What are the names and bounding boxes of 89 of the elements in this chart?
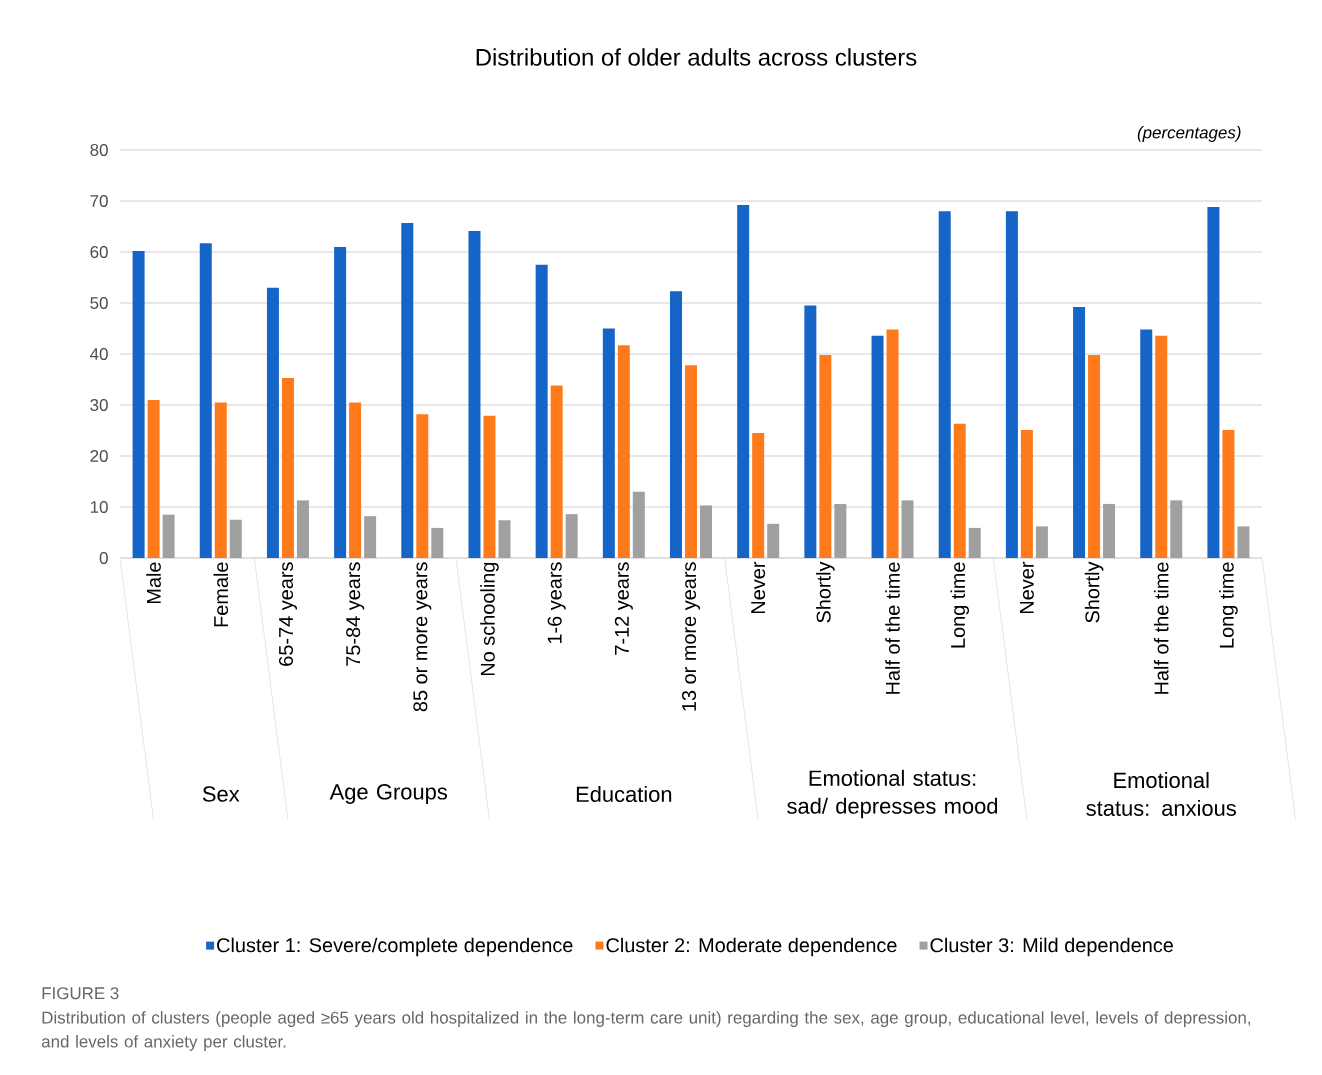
bar: [214, 402, 227, 558]
bar: [1237, 526, 1250, 558]
bar: [1207, 207, 1220, 558]
x-tick-label: Male: [146, 562, 161, 604]
text: Distribution of clusters (people aged ≥65 years old hospitalized in the long-term care unit) regarding the sex, age group, educational level, levels of depression, and levels of anxiety per cluster.: [41, 1011, 1251, 1051]
bar: [266, 287, 279, 558]
bar: [737, 205, 750, 558]
bar: [819, 355, 832, 558]
text: Sex: [202, 786, 240, 802]
bar: [1170, 500, 1183, 558]
text: (percentages): [1137, 126, 1241, 142]
bar: [1035, 526, 1048, 558]
bar: [535, 264, 548, 558]
y-tick-label: 80: [90, 144, 108, 156]
bar: [1155, 335, 1168, 558]
legend-label: Cluster 2: Moderate dependence: [606, 937, 897, 957]
bar: [1222, 429, 1235, 558]
x-tick-label: Long time: [950, 562, 970, 648]
bar: [281, 377, 294, 558]
bar: [132, 250, 145, 558]
bar: [498, 520, 511, 558]
bar: [1088, 355, 1101, 558]
bar: [632, 491, 645, 558]
bar: [1020, 429, 1033, 558]
x-tick-label: Never: [1019, 561, 1034, 614]
x-tick-label: 7-12 years: [614, 562, 633, 655]
bar: [700, 505, 713, 558]
bar: [767, 523, 780, 558]
bar: [1005, 211, 1018, 558]
bar: [1103, 503, 1116, 558]
x-tick-label: No schooling: [480, 562, 499, 676]
y-tick-label: 20: [90, 450, 108, 462]
bar: [617, 345, 630, 558]
x-tick-label: Female: [213, 562, 229, 627]
bar: [431, 527, 444, 558]
x-tick-label: Shortly: [1084, 561, 1104, 623]
bar: [468, 231, 481, 558]
bar: [938, 211, 951, 558]
x-tick-label: 1-6 years: [547, 562, 566, 644]
bar: [834, 503, 847, 558]
bar: [1140, 329, 1153, 558]
y-tick-label: 0: [99, 551, 108, 564]
x-tick-label: Half of the time: [885, 562, 900, 694]
legend-label: Cluster 3: Mild dependence: [930, 937, 1173, 957]
y-tick-label: 40: [90, 348, 108, 360]
bar: [550, 385, 563, 558]
y-tick-label: 50: [90, 296, 108, 309]
x-tick-label: Shortly: [816, 561, 835, 623]
bar: [401, 222, 414, 558]
x-tick-label: Half of the time: [1153, 562, 1169, 694]
bar: [901, 500, 914, 558]
text: Emotional status: sad/ depresses mood: [787, 769, 998, 819]
caption: FIGURE 3: [42, 987, 119, 1000]
legend-label: Cluster 1: Severe/complete dependence: [217, 937, 573, 957]
bar: [886, 329, 899, 558]
text: Age Groups: [329, 784, 447, 804]
text: Education: [576, 785, 672, 803]
bar: [334, 246, 347, 558]
y-tick-label: 70: [90, 194, 108, 207]
bar: [296, 500, 309, 558]
bar: [483, 415, 496, 558]
bar: [953, 423, 966, 558]
bar: [1073, 307, 1086, 558]
bar: [349, 402, 362, 558]
bar: [364, 516, 377, 558]
chart-title: Distribution of older adults across clusters: [476, 48, 917, 66]
bar: [416, 414, 429, 558]
bar: [229, 519, 242, 558]
x-tick-label: Long time: [1219, 562, 1238, 648]
y-tick-label: 30: [90, 399, 108, 411]
x-tick-label: 65-74 years: [278, 562, 297, 666]
bar: [752, 433, 765, 558]
bar: [685, 365, 698, 558]
bar: [968, 527, 981, 558]
y-tick-label: 10: [90, 501, 108, 513]
bar: [147, 399, 160, 558]
bar: [871, 335, 884, 558]
bar: [602, 328, 615, 558]
text: Emotional status: anxious: [1086, 771, 1236, 816]
bar: [162, 514, 175, 558]
x-tick-label: 13 or more years: [681, 562, 701, 711]
y-tick-label: 60: [90, 246, 108, 258]
bar: [804, 305, 817, 558]
x-tick-label: 85 or more years: [413, 562, 432, 712]
x-tick-label: 75-84 years: [346, 562, 365, 666]
bar: [670, 291, 683, 558]
x-tick-label: Never: [751, 561, 766, 614]
bar: [565, 514, 578, 558]
bar: [199, 243, 212, 558]
